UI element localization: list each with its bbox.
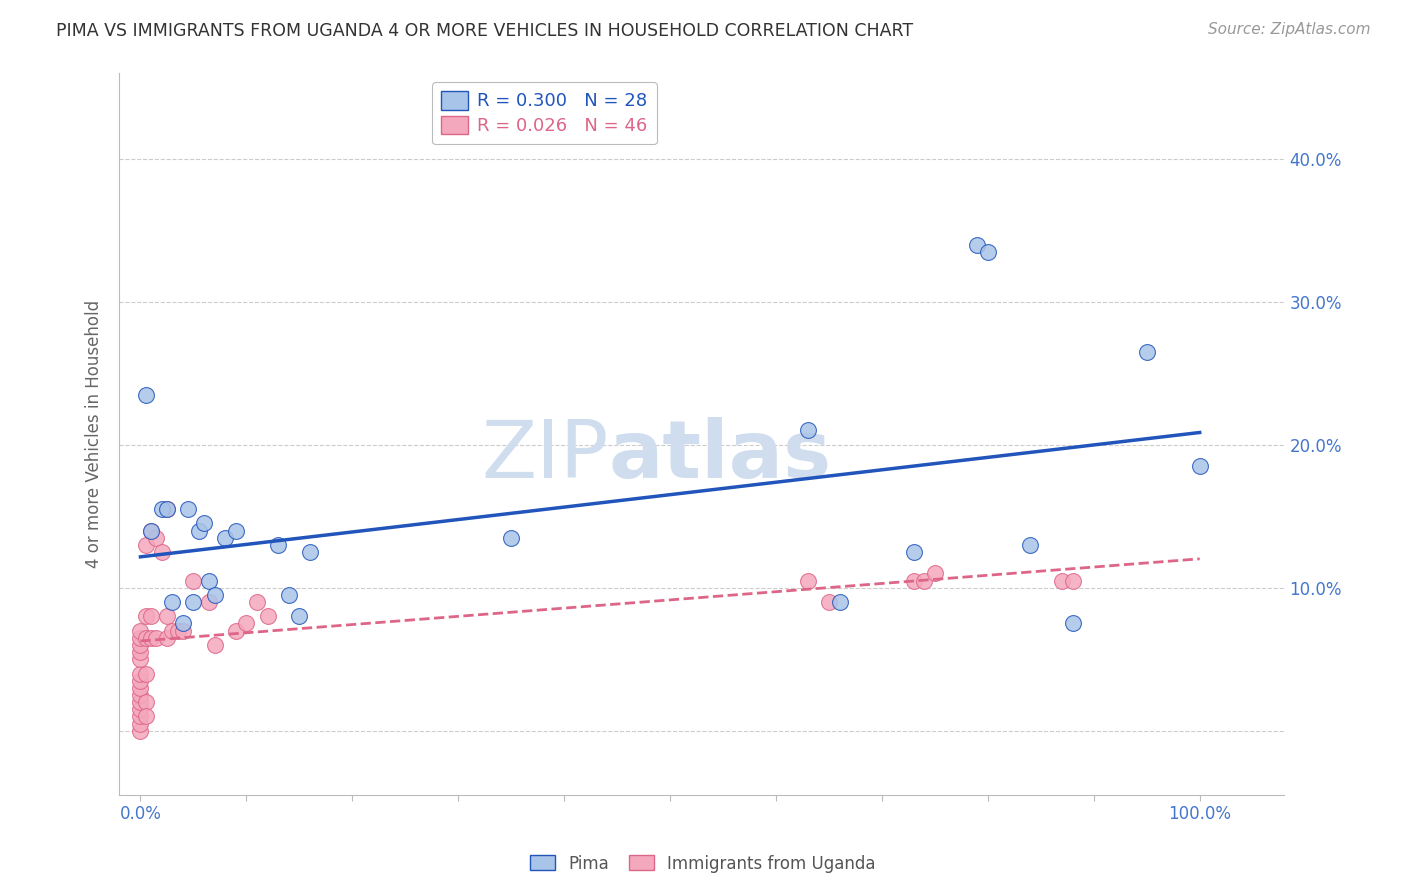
Point [172,624,194,638]
Point [129,652,152,666]
Point [501,531,523,545]
Point [797,574,820,588]
Point [135,695,157,709]
Y-axis label: 4 or more Vehicles in Household: 4 or more Vehicles in Household [86,300,103,568]
Point [135,387,157,401]
Point [267,538,290,552]
Point [172,616,194,631]
Point [145,531,167,545]
Point [288,609,311,624]
Point [129,695,152,709]
Point [135,666,157,681]
Point [828,595,851,609]
Point [204,588,226,602]
Point [1136,344,1159,359]
Point [166,624,188,638]
Point [129,645,152,659]
Point [135,538,157,552]
Legend: Pima, Immigrants from Uganda: Pima, Immigrants from Uganda [523,848,883,880]
Point [204,638,226,652]
Point [156,502,179,516]
Point [129,688,152,702]
Point [818,595,841,609]
Text: Source: ZipAtlas.com: Source: ZipAtlas.com [1208,22,1371,37]
Point [160,595,183,609]
Point [150,545,173,559]
Point [129,723,152,738]
Point [129,666,152,681]
Point [1062,574,1084,588]
Text: ZIP: ZIP [481,417,609,495]
Text: atlas: atlas [609,417,832,495]
Point [129,702,152,716]
Point [129,716,152,731]
Point [145,631,167,645]
Point [139,524,162,538]
Point [156,502,179,516]
Point [150,502,173,516]
Point [198,574,221,588]
Point [903,545,925,559]
Point [246,595,269,609]
Point [135,631,157,645]
Point [183,574,205,588]
Point [225,624,247,638]
Point [235,616,257,631]
Point [183,595,205,609]
Point [139,609,162,624]
Point [966,237,988,252]
Point [156,609,179,624]
Point [160,624,183,638]
Point [177,502,200,516]
Point [129,709,152,723]
Point [129,624,152,638]
Point [139,524,162,538]
Point [1050,574,1073,588]
Point [198,595,221,609]
Point [156,631,179,645]
Point [797,424,820,438]
Point [193,516,215,531]
Point [256,609,278,624]
Point [129,681,152,695]
Legend: R = 0.300   N = 28, R = 0.026   N = 46: R = 0.300 N = 28, R = 0.026 N = 46 [433,82,657,145]
Point [129,631,152,645]
Point [187,524,209,538]
Point [1019,538,1042,552]
Point [912,574,935,588]
Point [903,574,925,588]
Point [129,673,152,688]
Point [1188,459,1211,474]
Point [924,566,946,581]
Text: PIMA VS IMMIGRANTS FROM UGANDA 4 OR MORE VEHICLES IN HOUSEHOLD CORRELATION CHART: PIMA VS IMMIGRANTS FROM UGANDA 4 OR MORE… [56,22,914,40]
Point [298,545,321,559]
Point [214,531,236,545]
Point [135,609,157,624]
Point [129,638,152,652]
Point [225,524,247,538]
Point [1062,616,1084,631]
Point [277,588,299,602]
Point [139,631,162,645]
Point [977,244,1000,259]
Point [135,709,157,723]
